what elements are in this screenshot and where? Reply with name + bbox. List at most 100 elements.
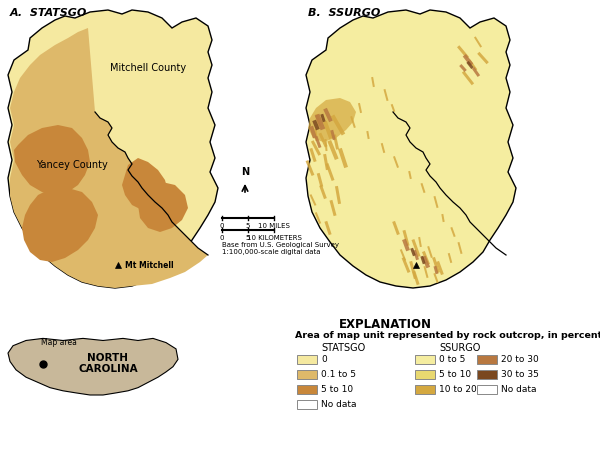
Polygon shape	[138, 182, 188, 232]
Polygon shape	[391, 104, 395, 112]
Bar	[415, 370, 435, 379]
Polygon shape	[418, 237, 422, 247]
Polygon shape	[422, 256, 430, 268]
Polygon shape	[8, 10, 218, 288]
Polygon shape	[329, 200, 337, 216]
Polygon shape	[412, 239, 421, 257]
Text: B.  SSURGO: B. SSURGO	[308, 8, 380, 18]
Polygon shape	[333, 134, 339, 150]
Text: Base from U.S. Geological Survey
1:100,000-scale digital data: Base from U.S. Geological Survey 1:100,0…	[222, 242, 339, 255]
Text: 30 to 35: 30 to 35	[501, 370, 539, 379]
Polygon shape	[401, 257, 410, 273]
Polygon shape	[422, 251, 430, 265]
Polygon shape	[400, 249, 406, 261]
Polygon shape	[328, 140, 338, 160]
Polygon shape	[122, 158, 168, 210]
Polygon shape	[477, 52, 489, 64]
Polygon shape	[427, 246, 433, 258]
Polygon shape	[421, 256, 425, 264]
Polygon shape	[314, 113, 325, 130]
Polygon shape	[466, 61, 473, 69]
Polygon shape	[371, 77, 375, 87]
Polygon shape	[320, 114, 326, 122]
Text: No data: No data	[501, 385, 536, 394]
Polygon shape	[474, 36, 482, 47]
Polygon shape	[323, 154, 329, 170]
Text: 0.1 to 5: 0.1 to 5	[321, 370, 356, 379]
Polygon shape	[358, 103, 362, 113]
Bar	[297, 385, 317, 394]
Text: 10 to 20: 10 to 20	[439, 385, 477, 394]
Polygon shape	[319, 185, 327, 199]
Text: Map area: Map area	[41, 338, 77, 347]
Polygon shape	[410, 248, 416, 256]
Polygon shape	[315, 114, 321, 126]
Polygon shape	[310, 148, 317, 162]
Text: STATSGO: STATSGO	[321, 343, 365, 353]
Polygon shape	[338, 148, 348, 168]
Polygon shape	[436, 261, 444, 275]
Text: 5: 5	[246, 235, 250, 241]
Text: Mt Mitchell: Mt Mitchell	[125, 260, 173, 270]
Polygon shape	[381, 143, 385, 153]
Polygon shape	[403, 230, 410, 246]
Polygon shape	[317, 173, 323, 187]
Polygon shape	[459, 64, 467, 72]
Polygon shape	[408, 171, 412, 179]
Polygon shape	[434, 266, 439, 274]
Polygon shape	[409, 261, 417, 279]
Polygon shape	[323, 121, 333, 139]
Polygon shape	[383, 89, 389, 101]
Polygon shape	[412, 271, 419, 285]
Polygon shape	[433, 196, 439, 208]
Polygon shape	[457, 242, 463, 254]
Polygon shape	[331, 114, 345, 135]
Polygon shape	[457, 45, 469, 59]
Polygon shape	[451, 227, 455, 237]
Polygon shape	[472, 67, 480, 77]
Text: N: N	[241, 167, 249, 177]
Polygon shape	[350, 116, 356, 128]
Text: Area of map unit represented by rock outcrop, in percent: Area of map unit represented by rock out…	[295, 331, 600, 340]
Text: 5 to 10: 5 to 10	[439, 370, 471, 379]
Polygon shape	[402, 239, 410, 251]
Polygon shape	[463, 54, 473, 66]
Polygon shape	[330, 130, 336, 140]
Polygon shape	[462, 71, 474, 85]
Polygon shape	[309, 126, 317, 138]
Text: 0 to 5: 0 to 5	[439, 355, 466, 364]
Text: No data: No data	[321, 400, 356, 409]
Text: 0: 0	[220, 223, 224, 229]
Polygon shape	[22, 188, 98, 262]
Polygon shape	[433, 273, 439, 283]
Polygon shape	[312, 120, 320, 130]
Polygon shape	[319, 133, 328, 147]
Polygon shape	[10, 28, 208, 288]
Polygon shape	[448, 253, 452, 263]
Polygon shape	[413, 250, 419, 260]
Polygon shape	[314, 129, 317, 141]
Polygon shape	[393, 156, 399, 168]
Text: 10 MILES: 10 MILES	[258, 223, 290, 229]
Bar	[297, 400, 317, 409]
Bar	[477, 355, 497, 364]
Polygon shape	[326, 163, 334, 181]
Bar	[297, 355, 317, 364]
Polygon shape	[8, 339, 178, 395]
Text: 5: 5	[246, 223, 250, 229]
Text: 10 KILOMETERS: 10 KILOMETERS	[247, 235, 301, 241]
Bar	[415, 385, 435, 394]
Polygon shape	[469, 60, 477, 71]
Polygon shape	[14, 125, 90, 195]
Polygon shape	[424, 266, 428, 278]
Text: Mitchell County: Mitchell County	[110, 63, 186, 73]
Polygon shape	[367, 131, 370, 139]
Text: SSURGO: SSURGO	[439, 343, 481, 353]
Polygon shape	[325, 139, 328, 151]
Polygon shape	[311, 140, 321, 156]
Text: Yancey County: Yancey County	[36, 160, 108, 170]
Polygon shape	[421, 183, 425, 193]
Polygon shape	[323, 108, 333, 122]
Polygon shape	[442, 214, 445, 222]
Bar	[415, 355, 435, 364]
